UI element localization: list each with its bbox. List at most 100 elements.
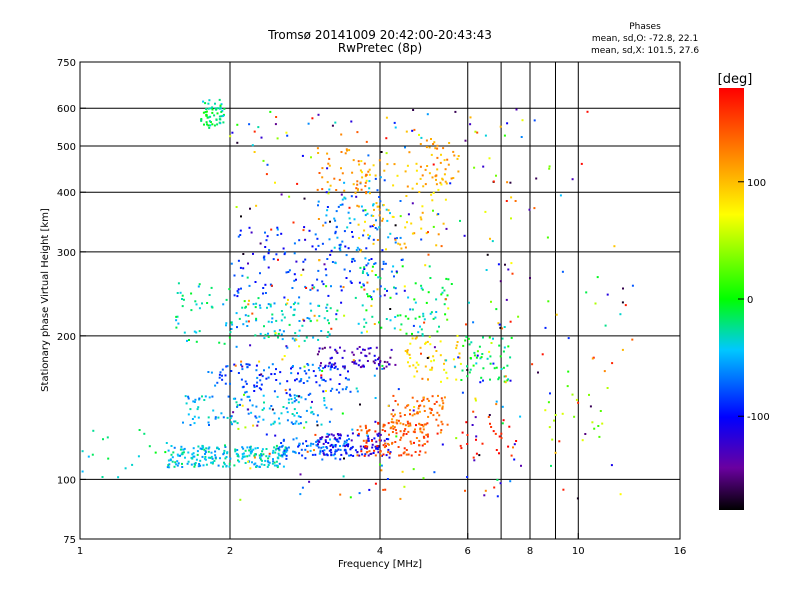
data-point: [495, 400, 498, 403]
data-point: [420, 284, 423, 287]
data-point: [182, 451, 185, 454]
data-point: [175, 463, 178, 466]
data-point: [283, 355, 286, 357]
data-point: [311, 363, 314, 366]
data-point: [495, 403, 498, 406]
data-point: [210, 451, 213, 454]
data-point: [352, 183, 355, 186]
data-point: [307, 122, 310, 125]
data-point: [371, 439, 373, 442]
data-point: [295, 260, 298, 263]
data-point: [358, 163, 361, 166]
data-point: [297, 334, 300, 337]
data-point: [437, 213, 440, 216]
y-tick-label: 500: [57, 142, 76, 153]
data-point: [321, 280, 324, 283]
data-point: [414, 337, 417, 340]
data-point: [355, 249, 358, 251]
data-point: [269, 303, 272, 306]
data-point: [330, 364, 333, 367]
data-point: [250, 450, 253, 453]
data-point: [503, 375, 506, 378]
data-point: [226, 451, 229, 454]
data-point: [395, 419, 398, 422]
data-point: [314, 433, 317, 436]
data-point: [498, 435, 501, 438]
data-point: [580, 162, 583, 165]
data-point: [322, 367, 325, 370]
data-point: [365, 441, 368, 444]
data-point: [385, 318, 388, 320]
data-point: [209, 124, 212, 127]
data-point: [240, 378, 243, 381]
data-point: [330, 363, 333, 366]
data-point: [280, 454, 282, 457]
data-point: [421, 431, 424, 434]
data-point: [323, 397, 326, 400]
data-point: [573, 415, 576, 418]
data-point: [372, 164, 375, 167]
data-point: [436, 168, 439, 171]
data-point: [499, 326, 502, 329]
data-point: [513, 458, 516, 461]
data-point: [467, 337, 470, 340]
data-point: [475, 356, 478, 359]
data-point: [368, 187, 371, 190]
data-point: [404, 226, 407, 229]
data-point: [371, 225, 374, 228]
data-point: [230, 262, 233, 265]
data-point: [189, 424, 192, 426]
data-point: [528, 208, 531, 211]
data-point: [236, 123, 239, 126]
data-point: [195, 458, 198, 461]
data-point: [243, 455, 246, 458]
data-point: [489, 422, 491, 425]
data-point: [383, 179, 386, 182]
data-point: [251, 144, 254, 147]
data-point: [341, 412, 344, 415]
data-point: [332, 363, 335, 366]
data-point: [316, 289, 319, 292]
data-point: [265, 239, 268, 242]
data-point: [407, 213, 410, 216]
data-point: [367, 191, 370, 194]
data-point: [441, 286, 444, 289]
data-point: [324, 221, 327, 224]
data-point: [553, 419, 555, 422]
data-point: [339, 204, 342, 206]
data-point: [259, 458, 262, 461]
data-point: [384, 262, 387, 265]
data-point: [345, 148, 348, 151]
data-point: [476, 350, 479, 353]
data-point: [436, 144, 439, 147]
data-point: [248, 363, 251, 366]
data-point: [368, 168, 371, 171]
data-point: [322, 378, 325, 381]
data-point: [384, 430, 387, 433]
data-point: [374, 274, 377, 276]
data-point: [207, 456, 210, 459]
data-point: [211, 123, 214, 126]
data-point: [507, 445, 510, 448]
data-point: [216, 381, 219, 384]
data-point: [359, 445, 362, 448]
data-point: [278, 422, 281, 425]
data-point: [400, 436, 403, 439]
data-point: [241, 365, 244, 368]
data-point: [330, 285, 332, 288]
data-point: [207, 124, 210, 127]
data-point: [343, 196, 346, 199]
data-point: [325, 274, 328, 277]
data-point: [372, 204, 374, 207]
data-point: [412, 409, 415, 412]
data-point: [340, 193, 343, 196]
data-point: [392, 425, 394, 428]
data-point: [452, 358, 455, 361]
data-point: [282, 452, 285, 455]
data-point: [267, 464, 270, 466]
data-point: [490, 300, 492, 303]
data-point: [355, 387, 358, 390]
data-point: [275, 253, 278, 256]
data-point: [349, 270, 351, 273]
data-point: [431, 176, 434, 179]
